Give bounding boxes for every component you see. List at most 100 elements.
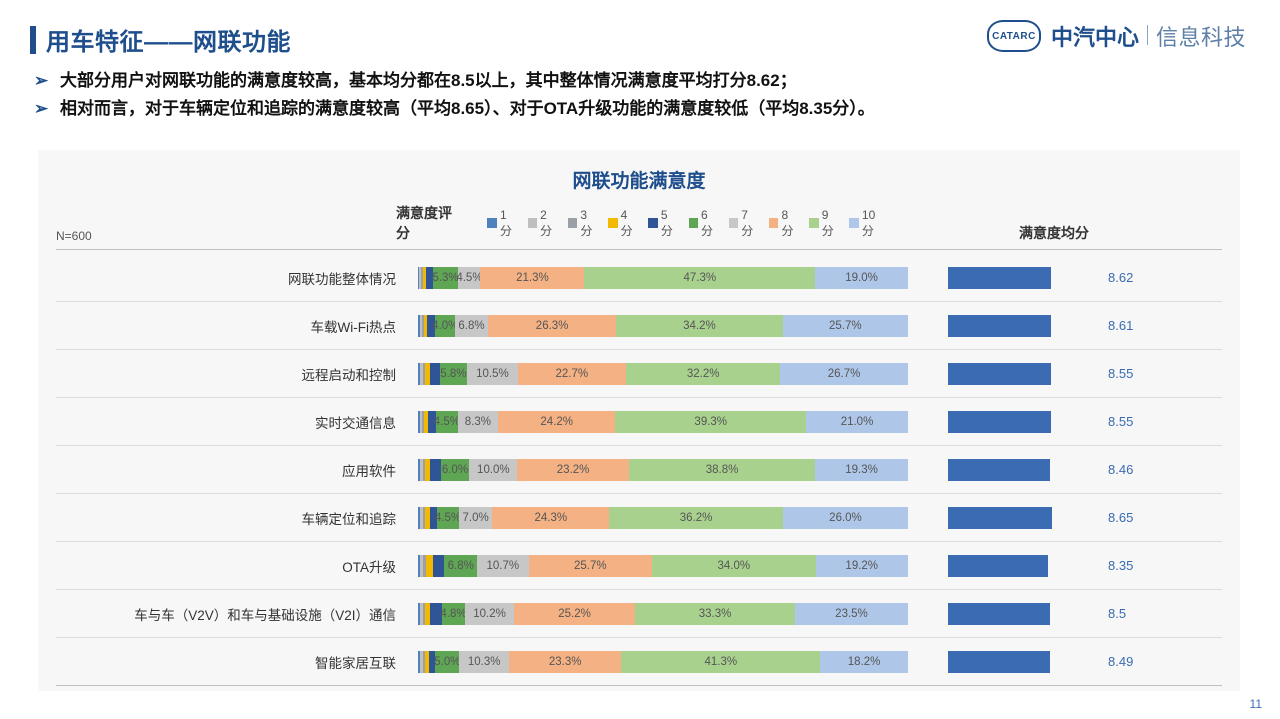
bar-segment: 10.3%	[459, 651, 509, 673]
chart-row: 智能家居互联5.0%10.3%23.3%41.3%18.2%8.49	[56, 638, 1222, 686]
bar-segment: 22.7%	[518, 363, 627, 385]
avg-value: 8.62	[1108, 270, 1133, 285]
legend-label: 7分	[741, 208, 759, 239]
legend-swatch-icon	[608, 218, 617, 228]
avg-cell: 8.49	[908, 651, 1222, 673]
legend-label: 8分	[781, 208, 799, 239]
stacked-bar: 6.0%10.0%23.2%38.8%19.3%	[418, 459, 908, 481]
brand-separator	[1147, 25, 1148, 45]
bullet-text: 相对而言，对于车辆定位和追踪的满意度较高（平均8.65）、对于OTA升级功能的满…	[60, 96, 875, 122]
segment-label: 25.7%	[574, 560, 607, 572]
avg-value: 8.65	[1108, 510, 1133, 525]
bar-segment: 10.0%	[469, 459, 517, 481]
stacked-bar: 4.5%7.0%24.3%36.2%26.0%	[418, 507, 908, 529]
bullet-item: ➢大部分用户对网联功能的满意度较高，基本均分都在8.5以上，其中整体情况满意度平…	[34, 68, 1240, 94]
segment-label: 33.3%	[699, 608, 732, 620]
avg-bar	[948, 315, 1051, 337]
row-label: 智能家居互联	[56, 652, 418, 672]
bar-segment: 4.5%	[437, 507, 459, 529]
stacked-bar-cell: 6.8%10.7% 25.7% 34.0% 19.2%	[418, 555, 908, 577]
segment-label: 38.8%	[706, 464, 739, 476]
brand-main-text: 中汽中心	[1051, 20, 1139, 52]
bar-segment: 10.7%	[477, 555, 528, 577]
bar-segment: 41.3%	[621, 651, 820, 673]
segment-label: 24.2%	[540, 416, 573, 428]
legend-swatch-icon	[849, 218, 859, 228]
legend-item: 6分	[689, 208, 719, 239]
legend-item: 1分	[487, 208, 517, 239]
segment-label: 21.3%	[516, 272, 549, 284]
segment-label: 10.2%	[473, 608, 506, 620]
avg-value: 8.55	[1108, 366, 1133, 381]
bar-segment	[426, 267, 433, 289]
bar-segment: 6.8%	[455, 315, 488, 337]
bar-segment: 47.3%	[584, 267, 815, 289]
stacked-bar: 4.0%6.8% 26.3% 34.2% 25.7%	[418, 315, 908, 337]
bullet-arrow-icon: ➢	[34, 96, 50, 122]
bar-segment: 19.0%	[815, 267, 908, 289]
segment-label: 4.5%	[435, 512, 461, 524]
segment-label: 4.5%	[434, 416, 460, 428]
row-label: 车辆定位和追踪	[56, 508, 418, 528]
chart-title: 网联功能满意度	[56, 166, 1222, 193]
row-label: 远程启动和控制	[56, 364, 418, 384]
bar-segment	[430, 507, 437, 529]
chart-row: OTA升级6.8%10.7%25.7%34.0%19.2%8.35	[56, 542, 1222, 590]
bar-segment: 26.3%	[488, 315, 616, 337]
avg-bar	[948, 507, 1052, 529]
segment-label: 23.3%	[549, 656, 582, 668]
segment-label: 5.3%	[432, 272, 458, 284]
bar-segment: 25.7%	[529, 555, 653, 577]
legend-item: 4分	[608, 208, 638, 239]
segment-label: 5.0%	[434, 656, 460, 668]
avg-bar-track	[948, 651, 1098, 673]
stacked-bar-cell: 4.5%8.3%24.2%39.3%21.0%	[418, 411, 908, 433]
avg-bar	[948, 603, 1050, 625]
bar-segment: 4.0%	[435, 315, 454, 337]
avg-cell: 8.5	[908, 603, 1222, 625]
row-label: OTA升级	[56, 556, 418, 576]
avg-bar-track	[948, 363, 1098, 385]
legend-item: 5分	[648, 208, 678, 239]
stacked-bar-cell: 5.0%10.3%23.3%41.3%18.2%	[418, 651, 908, 673]
segment-label: 10.3%	[468, 656, 501, 668]
legend-swatch-icon	[729, 218, 738, 228]
bar-segment	[427, 315, 436, 337]
legend-swatch-icon	[487, 218, 496, 228]
page-number: 11	[1250, 697, 1262, 711]
legend-swatch-icon	[809, 218, 818, 228]
bar-segment: 38.8%	[629, 459, 815, 481]
segment-label: 19.3%	[845, 464, 878, 476]
segment-label: 26.3%	[536, 320, 569, 332]
avg-bar	[948, 651, 1050, 673]
legend-swatch-icon	[648, 218, 657, 228]
segment-label: 25.7%	[829, 320, 862, 332]
bullet-arrow-icon: ➢	[34, 68, 50, 94]
segment-label: 10.5%	[476, 368, 509, 380]
header-divider	[56, 249, 1222, 250]
bar-segment	[430, 363, 440, 385]
segment-label: 19.2%	[845, 560, 878, 572]
bar-segment: 34.2%	[616, 315, 783, 337]
bar-segment	[426, 555, 433, 577]
rating-header: 满意度评分 1分2分3分4分5分6分7分8分9分10分	[396, 203, 886, 243]
segment-label: 34.0%	[718, 560, 751, 572]
brand-block: CATARC 中汽中心 信息科技	[987, 20, 1246, 52]
segment-label: 6.8%	[448, 560, 474, 572]
bar-segment: 4.5%	[436, 411, 458, 433]
segment-label: 4.5%	[456, 272, 482, 284]
legend-label: 5分	[661, 208, 679, 239]
stacked-bar-cell: 6.0%10.0%23.2%38.8%19.3%	[418, 459, 908, 481]
segment-label: 21.0%	[841, 416, 874, 428]
legend-label: 1分	[500, 208, 518, 239]
legend-swatch-icon	[689, 218, 698, 228]
bar-segment: 23.5%	[795, 603, 908, 625]
bar-segment: 6.0%	[441, 459, 470, 481]
avg-bar	[948, 555, 1048, 577]
stacked-bar-cell: 4.5%7.0%24.3%36.2%26.0%	[418, 507, 908, 529]
segment-label: 19.0%	[845, 272, 878, 284]
bar-segment: 23.3%	[509, 651, 621, 673]
avg-header: 满意度均分	[886, 223, 1222, 243]
bar-segment: 4.5%	[458, 267, 480, 289]
segment-label: 26.0%	[829, 512, 862, 524]
